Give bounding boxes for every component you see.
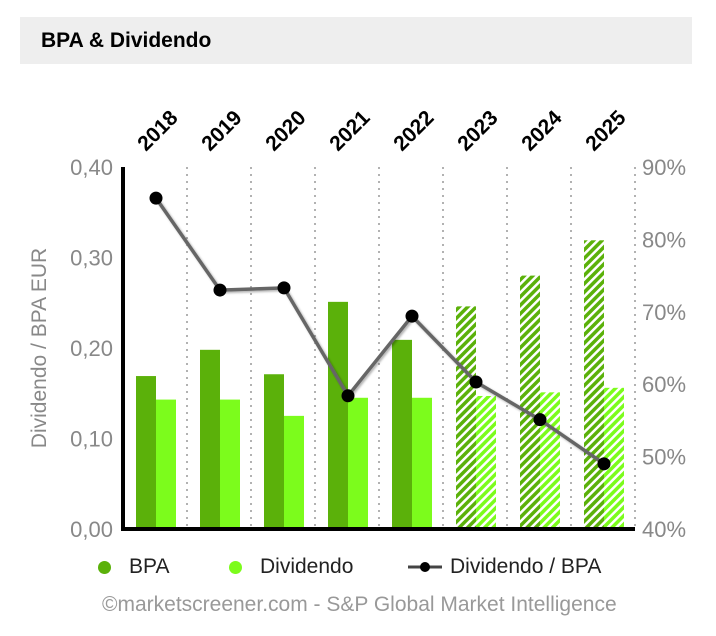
bar-bpa <box>456 306 476 529</box>
line-marker <box>405 309 419 323</box>
x-tick-label: 2025 <box>581 106 631 156</box>
bar-bpa <box>520 275 540 529</box>
bar-bpa <box>200 349 220 529</box>
y-tick-label-left: 0,00 <box>70 517 113 542</box>
chart-header: BPA & Dividendo <box>20 17 692 64</box>
copyright-footer: ©marketscreener.com - S&P Global Market … <box>102 593 617 616</box>
bar-bpa <box>392 339 412 529</box>
y-tick-label-left: 0,20 <box>70 336 113 361</box>
y-tick-label-right: 60% <box>642 372 686 397</box>
legend-swatch-bpa <box>98 560 111 574</box>
line-marker <box>533 413 547 427</box>
bar-dividendo <box>476 395 496 529</box>
legend-item-ratio: Dividendo / BPA <box>408 555 601 579</box>
y-tick-label-right: 70% <box>642 300 686 325</box>
x-tick-label: 2021 <box>325 106 375 156</box>
line-marker <box>469 375 483 389</box>
bar-dividendo <box>220 399 240 529</box>
legend-item-dividendo: Dividendo <box>229 555 353 579</box>
x-tick-label: 2018 <box>133 106 183 156</box>
x-tick-label: 2024 <box>517 106 567 156</box>
line-marker <box>597 457 611 471</box>
bar-dividendo <box>156 399 176 529</box>
bar-bpa <box>264 374 284 529</box>
bar-dividendo <box>348 397 368 529</box>
bar-bpa <box>584 240 604 529</box>
bar-dividendo <box>540 392 560 529</box>
legend: BPA Dividendo Dividendo / BPA <box>0 555 716 583</box>
bar-bpa <box>136 376 156 529</box>
line-marker <box>277 281 291 295</box>
line-marker <box>341 389 355 403</box>
y-tick-label-left: 0,10 <box>70 427 113 452</box>
x-tick-label: 2019 <box>197 106 246 155</box>
bar-bpa <box>328 301 348 529</box>
line-dividendo-bpa <box>154 197 605 466</box>
y-tick-label-left: 0,40 <box>70 155 113 180</box>
bar-dividendo <box>284 415 304 529</box>
chart-area: 0,00 0,10 0,20 0,30 0,40 40% 50% 60% 70% 80% 90% Di… <box>28 106 686 542</box>
line-marker <box>149 191 163 205</box>
chart-title: BPA & Dividendo <box>41 29 212 52</box>
y-tick-label-left: 0,30 <box>70 246 113 271</box>
y-axis-title: Dividendo / BPA EUR <box>28 248 51 448</box>
y-tick-label-right: 90% <box>642 155 686 180</box>
legend-item-bpa: BPA <box>98 555 169 579</box>
legend-label-bpa: BPA <box>129 555 170 578</box>
x-tick-label: 2022 <box>389 106 438 155</box>
y-tick-label-right: 80% <box>642 227 686 252</box>
y-tick-label-right: 50% <box>642 445 686 470</box>
legend-label-ratio: Dividendo / BPA <box>450 555 602 578</box>
x-tick-label: 2020 <box>261 106 310 155</box>
y-tick-label-right: 40% <box>642 517 686 542</box>
x-tick-label: 2023 <box>453 106 502 155</box>
legend-swatch-ratio <box>408 562 442 572</box>
bar-dividendo <box>412 397 432 529</box>
line-marker <box>213 283 227 297</box>
legend-swatch-dividendo <box>229 560 242 574</box>
bar-dividendo <box>604 387 624 529</box>
legend-label-dividendo: Dividendo <box>260 555 354 578</box>
